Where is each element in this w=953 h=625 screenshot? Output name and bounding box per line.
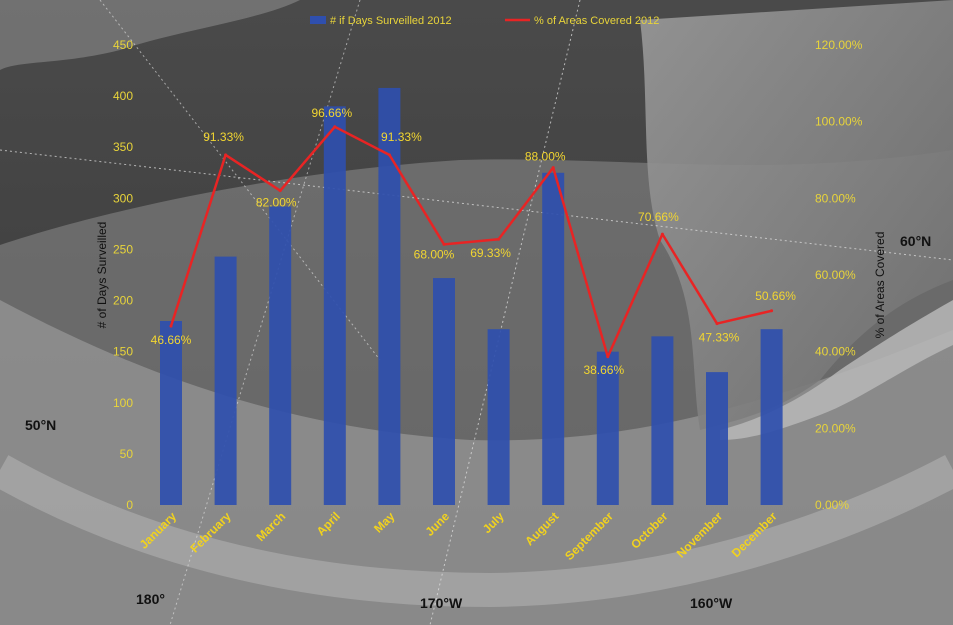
coverage-point	[442, 242, 446, 246]
coverage-point	[551, 166, 555, 170]
bar-november	[706, 372, 728, 505]
y-tick-label: 300	[113, 191, 133, 205]
bar-june	[433, 278, 455, 505]
bar-march	[269, 206, 292, 505]
pct-label-august: 88.00%	[525, 150, 566, 164]
pct-label-december: 50.66%	[755, 289, 796, 303]
y2-tick-label: 60.00%	[815, 268, 856, 282]
pct-label-january: 46.66%	[151, 333, 192, 347]
bar-january	[160, 321, 182, 505]
pct-label-march: 82.00%	[256, 196, 297, 210]
y-axis-title: # of Days Surveilled	[95, 222, 109, 329]
pct-label-september: 38.66%	[583, 363, 624, 377]
pct-label-october: 70.66%	[638, 210, 679, 224]
y2-axis-title: % of Areas Covered	[873, 232, 887, 339]
bar-february	[214, 256, 237, 505]
y2-tick-label: 100.00%	[815, 115, 863, 129]
coverage-point	[660, 232, 664, 236]
y-tick-label: 200	[113, 294, 133, 308]
y-tick-label: 400	[113, 89, 133, 103]
axes-layer: 0 50 100 150 200 250 300 350 400 450 0.00% 20.00% 40…	[113, 38, 863, 512]
coverage-point	[497, 237, 501, 241]
y2-tick-label: 0.00%	[815, 498, 849, 512]
lat-60-label: 60°N	[900, 233, 931, 249]
y-tick-label: 150	[113, 345, 133, 359]
pct-label-april: 96.66%	[311, 106, 352, 120]
y-tick-label: 350	[113, 140, 133, 154]
bar-october	[651, 336, 674, 505]
pct-label-february: 91.33%	[203, 130, 244, 144]
bar-april	[323, 106, 346, 505]
north-coast	[0, 0, 300, 70]
coverage-point	[715, 322, 719, 326]
bars-layer	[160, 87, 783, 505]
pct-label-july: 69.33%	[470, 246, 511, 260]
bar-may	[378, 87, 401, 505]
legend-bar-swatch	[310, 16, 326, 24]
lon-170-label: 170°W	[420, 595, 463, 611]
coverage-point	[606, 355, 610, 359]
y2-tick-label: 120.00%	[815, 38, 863, 52]
coverage-point	[278, 189, 282, 193]
y-tick-label: 0	[126, 498, 133, 512]
y2-tick-label: 20.00%	[815, 421, 856, 435]
bar-september	[596, 351, 619, 505]
pct-label-november: 47.33%	[699, 331, 740, 345]
pct-label-june: 68.00%	[414, 247, 455, 261]
y-tick-label: 50	[120, 447, 134, 461]
coverage-point	[224, 153, 228, 157]
bar-july	[487, 329, 510, 505]
coverage-point	[387, 153, 391, 157]
legend-line-label: % of Areas Covered 2012	[534, 15, 659, 27]
pct-label-may: 91.33%	[381, 130, 422, 144]
lon-180-label: 180°	[136, 591, 165, 607]
coverage-line	[169, 125, 772, 359]
line-layer	[169, 125, 774, 359]
coverage-point	[169, 324, 173, 328]
peninsula-landmass	[720, 300, 953, 440]
eez-arc	[0, 454, 953, 608]
legend-bar-label: # if Days Surveilled 2012	[330, 15, 452, 27]
y-tick-label: 250	[113, 242, 133, 256]
lat-50-label: 50°N	[25, 417, 56, 433]
basin-region	[0, 300, 953, 625]
graticule-line-lon-2	[169, 0, 361, 625]
coverage-point	[333, 125, 337, 129]
y-tick-label: 450	[113, 38, 133, 52]
graticule-line-lon	[429, 0, 581, 625]
y-tick-label: 100	[113, 396, 133, 410]
lon-160-label: 160°W	[690, 595, 733, 611]
y2-tick-label: 80.00%	[815, 191, 856, 205]
coverage-point	[770, 309, 774, 313]
bar-december	[760, 329, 783, 505]
y2-tick-label: 40.00%	[815, 345, 856, 359]
bar-august	[542, 172, 565, 505]
